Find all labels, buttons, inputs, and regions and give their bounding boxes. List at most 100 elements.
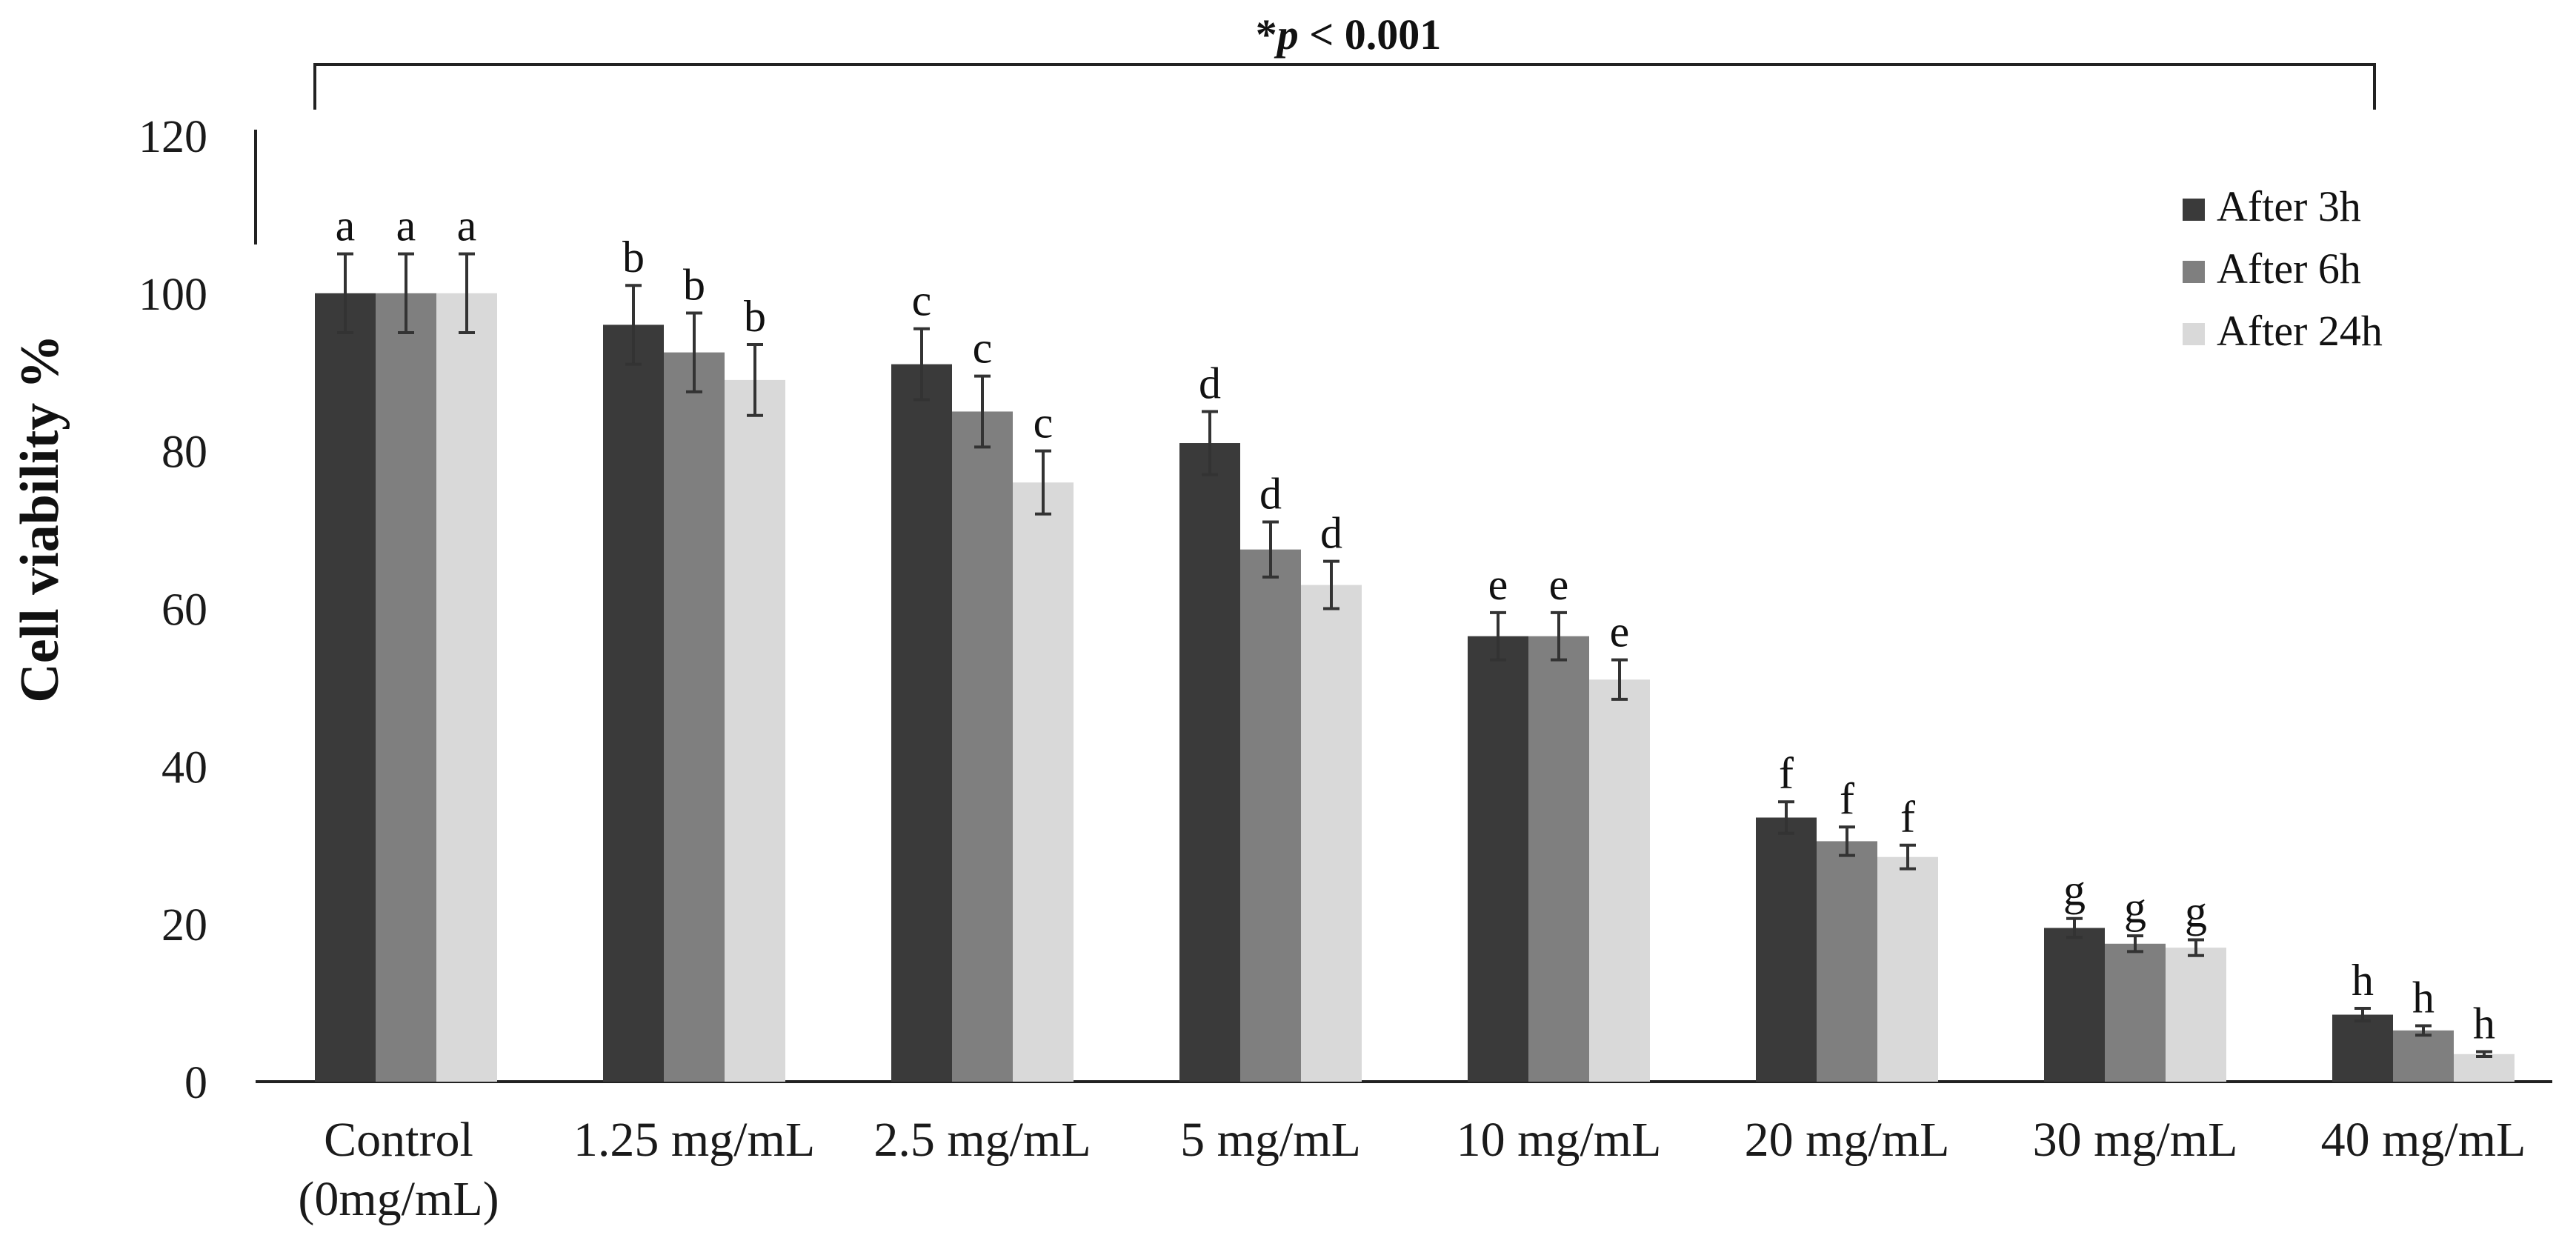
bar bbox=[952, 411, 1013, 1082]
x-tick-label: 20 mg/mL bbox=[1745, 1113, 1950, 1167]
significance-letter: f bbox=[1900, 793, 1915, 842]
legend-swatch bbox=[2183, 199, 2205, 221]
legend-swatch bbox=[2183, 261, 2205, 283]
bar bbox=[2332, 1014, 2393, 1082]
significance-letter: f bbox=[1840, 774, 1854, 823]
significance-letter: h bbox=[2352, 956, 2374, 1005]
error-bar bbox=[747, 343, 763, 417]
error-bar bbox=[2354, 1007, 2371, 1023]
bar bbox=[1817, 841, 1877, 1082]
x-tick-label: Control (0mg/mL) bbox=[298, 1113, 499, 1226]
error-bar bbox=[337, 252, 353, 335]
significance-letter: d bbox=[1320, 509, 1342, 558]
error-bar bbox=[1262, 520, 1279, 579]
error-bar bbox=[1778, 800, 1794, 835]
error-bar bbox=[974, 374, 991, 449]
x-tick-label-line: (0mg/mL) bbox=[298, 1172, 499, 1226]
bar bbox=[1301, 585, 1362, 1082]
y-tick-label: 100 bbox=[139, 270, 207, 320]
significance-letter: h bbox=[2473, 999, 2495, 1048]
error-bar bbox=[2476, 1050, 2492, 1058]
legend-label: After 6h bbox=[2217, 244, 2361, 293]
y-tick-label: 80 bbox=[162, 427, 207, 478]
x-tick-label-line: 40 mg/mL bbox=[2321, 1113, 2526, 1167]
error-bar bbox=[459, 252, 475, 335]
bar bbox=[1468, 636, 1528, 1082]
y-tick-label: 0 bbox=[184, 1058, 207, 1108]
significance-letter: c bbox=[1034, 399, 1054, 447]
significance-letter: g bbox=[2185, 887, 2207, 936]
axes: 0 20 40 60 80 100 120 bbox=[139, 112, 2552, 1108]
bar bbox=[891, 364, 952, 1082]
bar bbox=[376, 293, 436, 1082]
bar bbox=[725, 379, 785, 1082]
error-bar bbox=[1611, 658, 1628, 701]
p-value-annotation: *p < 0.001 bbox=[1256, 10, 1442, 59]
significance-letter: f bbox=[1779, 749, 1794, 798]
error-bar bbox=[1035, 449, 1051, 516]
bar bbox=[2393, 1030, 2454, 1082]
bar bbox=[1877, 856, 1938, 1082]
significance-letter: a bbox=[457, 202, 477, 250]
bar bbox=[603, 325, 664, 1082]
error-bar bbox=[686, 311, 702, 393]
legend-item: After 3h bbox=[2183, 182, 2361, 230]
x-tick-label: 10 mg/mL bbox=[1457, 1113, 1662, 1167]
bar bbox=[2105, 943, 2166, 1082]
error-bars bbox=[337, 252, 2492, 1058]
bar bbox=[1589, 679, 1650, 1082]
x-tick-label-line: 2.5 mg/mL bbox=[873, 1113, 1091, 1167]
error-bar bbox=[398, 252, 414, 335]
error-bar bbox=[625, 284, 642, 366]
significance-letter: e bbox=[1488, 560, 1508, 609]
y-tick-label: 120 bbox=[139, 112, 207, 162]
significance-letter: d bbox=[1259, 469, 1282, 518]
significance-letter: b bbox=[622, 233, 645, 282]
p-value-threshold: < 0.001 bbox=[1299, 10, 1442, 59]
p-value-symbol: p bbox=[1274, 10, 1299, 59]
x-tick-label-line: Control bbox=[324, 1113, 473, 1167]
y-tick-label: 20 bbox=[162, 900, 207, 951]
significance-letter: b bbox=[683, 260, 705, 309]
bar bbox=[1756, 817, 1817, 1082]
x-tick-label-line: 5 mg/mL bbox=[1180, 1113, 1361, 1167]
significance-letter: a bbox=[396, 202, 416, 250]
x-tick-label: 2.5 mg/mL bbox=[873, 1113, 1091, 1167]
bar bbox=[2044, 928, 2105, 1082]
significance-letter: d bbox=[1199, 359, 1221, 407]
x-tick-label-line: 20 mg/mL bbox=[1745, 1113, 1950, 1167]
significance-letter: e bbox=[1549, 560, 1569, 609]
bar bbox=[1013, 482, 1074, 1082]
x-tick-label: 30 mg/mL bbox=[2033, 1113, 2238, 1167]
x-tick-label: 5 mg/mL bbox=[1180, 1113, 1361, 1167]
error-bar bbox=[1551, 610, 1567, 662]
legend-label: After 3h bbox=[2217, 182, 2361, 230]
significance-letter: g bbox=[2124, 883, 2146, 932]
bars bbox=[315, 293, 2515, 1082]
bar bbox=[315, 293, 376, 1082]
x-tick-label: 1.25 mg/mL bbox=[573, 1113, 815, 1167]
bracket-line bbox=[313, 63, 2376, 110]
significance-letter: e bbox=[1610, 608, 1630, 656]
bar bbox=[1240, 549, 1301, 1082]
error-bar bbox=[2188, 938, 2204, 957]
error-bar bbox=[2066, 916, 2083, 939]
error-bar bbox=[2127, 934, 2143, 954]
p-value-star: * bbox=[1256, 10, 1277, 59]
error-bar bbox=[1202, 410, 1218, 476]
x-tick-label-line: 1.25 mg/mL bbox=[573, 1113, 815, 1167]
legend-label: After 24h bbox=[2217, 307, 2383, 355]
error-bar bbox=[1900, 843, 1916, 871]
error-bar bbox=[913, 327, 930, 402]
significance-letter: g bbox=[2063, 866, 2086, 915]
significance-letter: c bbox=[973, 324, 993, 373]
significance-letter: a bbox=[336, 202, 356, 250]
significance-letter: b bbox=[744, 292, 766, 341]
bar bbox=[436, 293, 497, 1082]
significance-bracket: *p < 0.001 bbox=[313, 10, 2376, 110]
y-tick-label: 60 bbox=[162, 585, 207, 636]
bar bbox=[664, 352, 725, 1082]
